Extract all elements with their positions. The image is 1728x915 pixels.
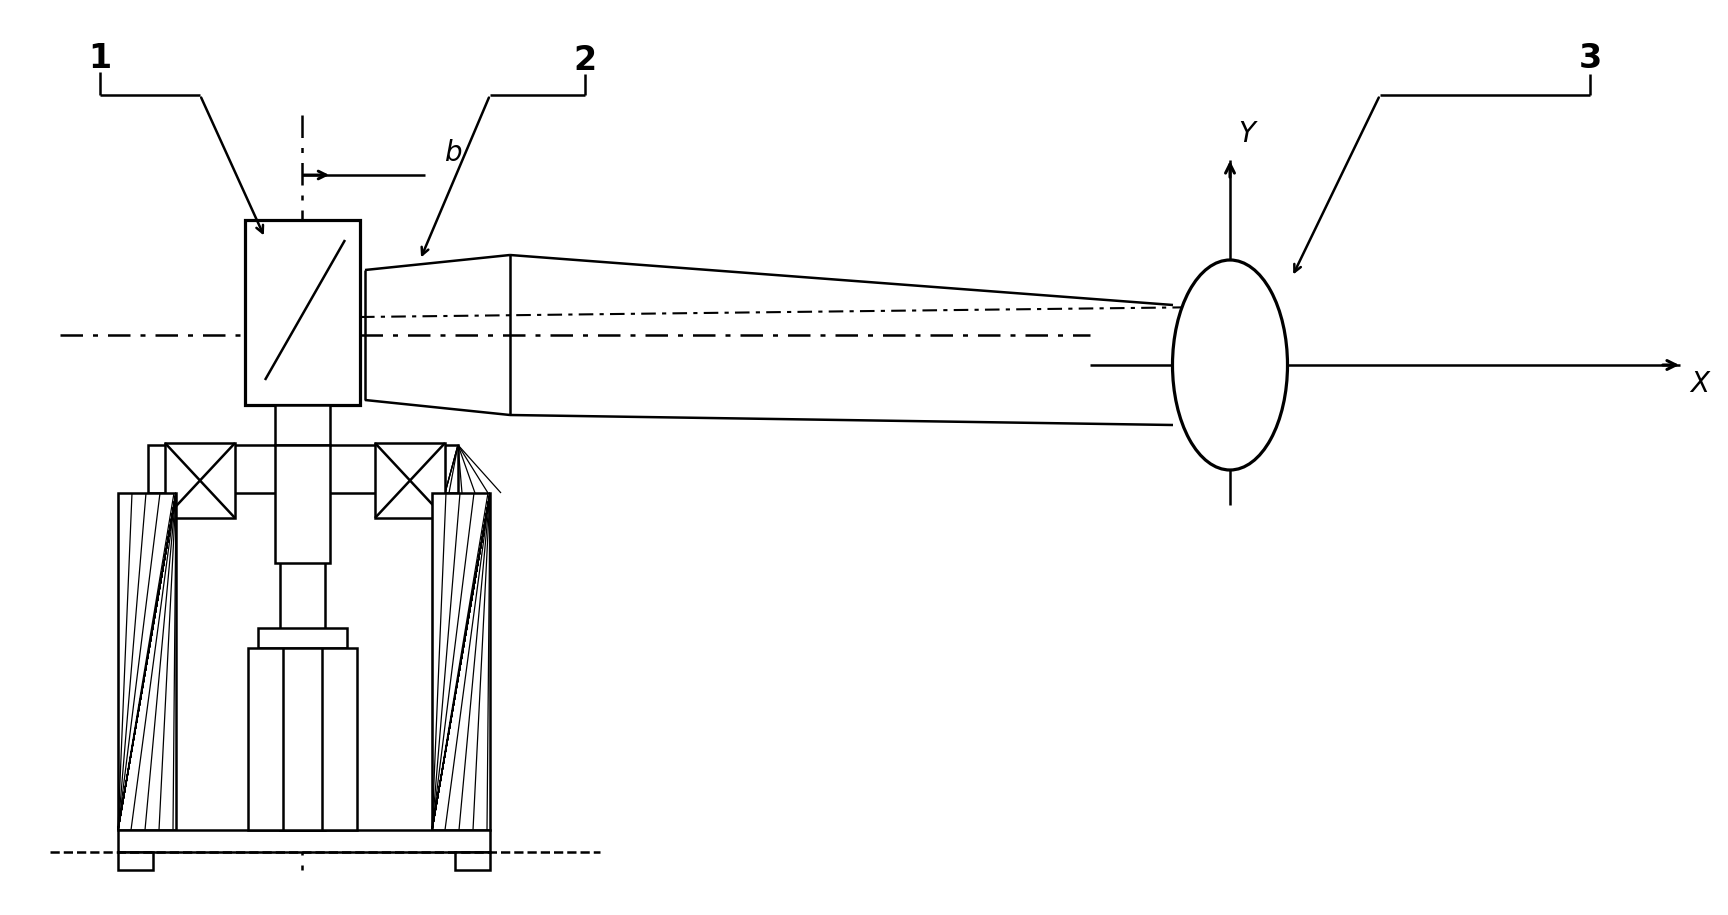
- Bar: [118, 830, 491, 852]
- Bar: [249, 648, 358, 830]
- Bar: [149, 445, 458, 493]
- Bar: [245, 220, 359, 405]
- Bar: [164, 443, 235, 518]
- Bar: [275, 405, 330, 445]
- Bar: [454, 852, 491, 870]
- Bar: [375, 443, 446, 518]
- Bar: [118, 852, 154, 870]
- Ellipse shape: [1173, 260, 1287, 470]
- Bar: [275, 445, 330, 563]
- Bar: [257, 628, 347, 648]
- Text: b: b: [446, 139, 463, 167]
- Text: 3: 3: [1578, 41, 1602, 74]
- Bar: [432, 493, 491, 830]
- Text: Y: Y: [1237, 120, 1255, 148]
- Text: X: X: [1690, 370, 1709, 398]
- Bar: [118, 493, 176, 830]
- Bar: [280, 558, 325, 830]
- Text: 2: 2: [574, 44, 596, 77]
- Text: 1: 1: [88, 41, 112, 74]
